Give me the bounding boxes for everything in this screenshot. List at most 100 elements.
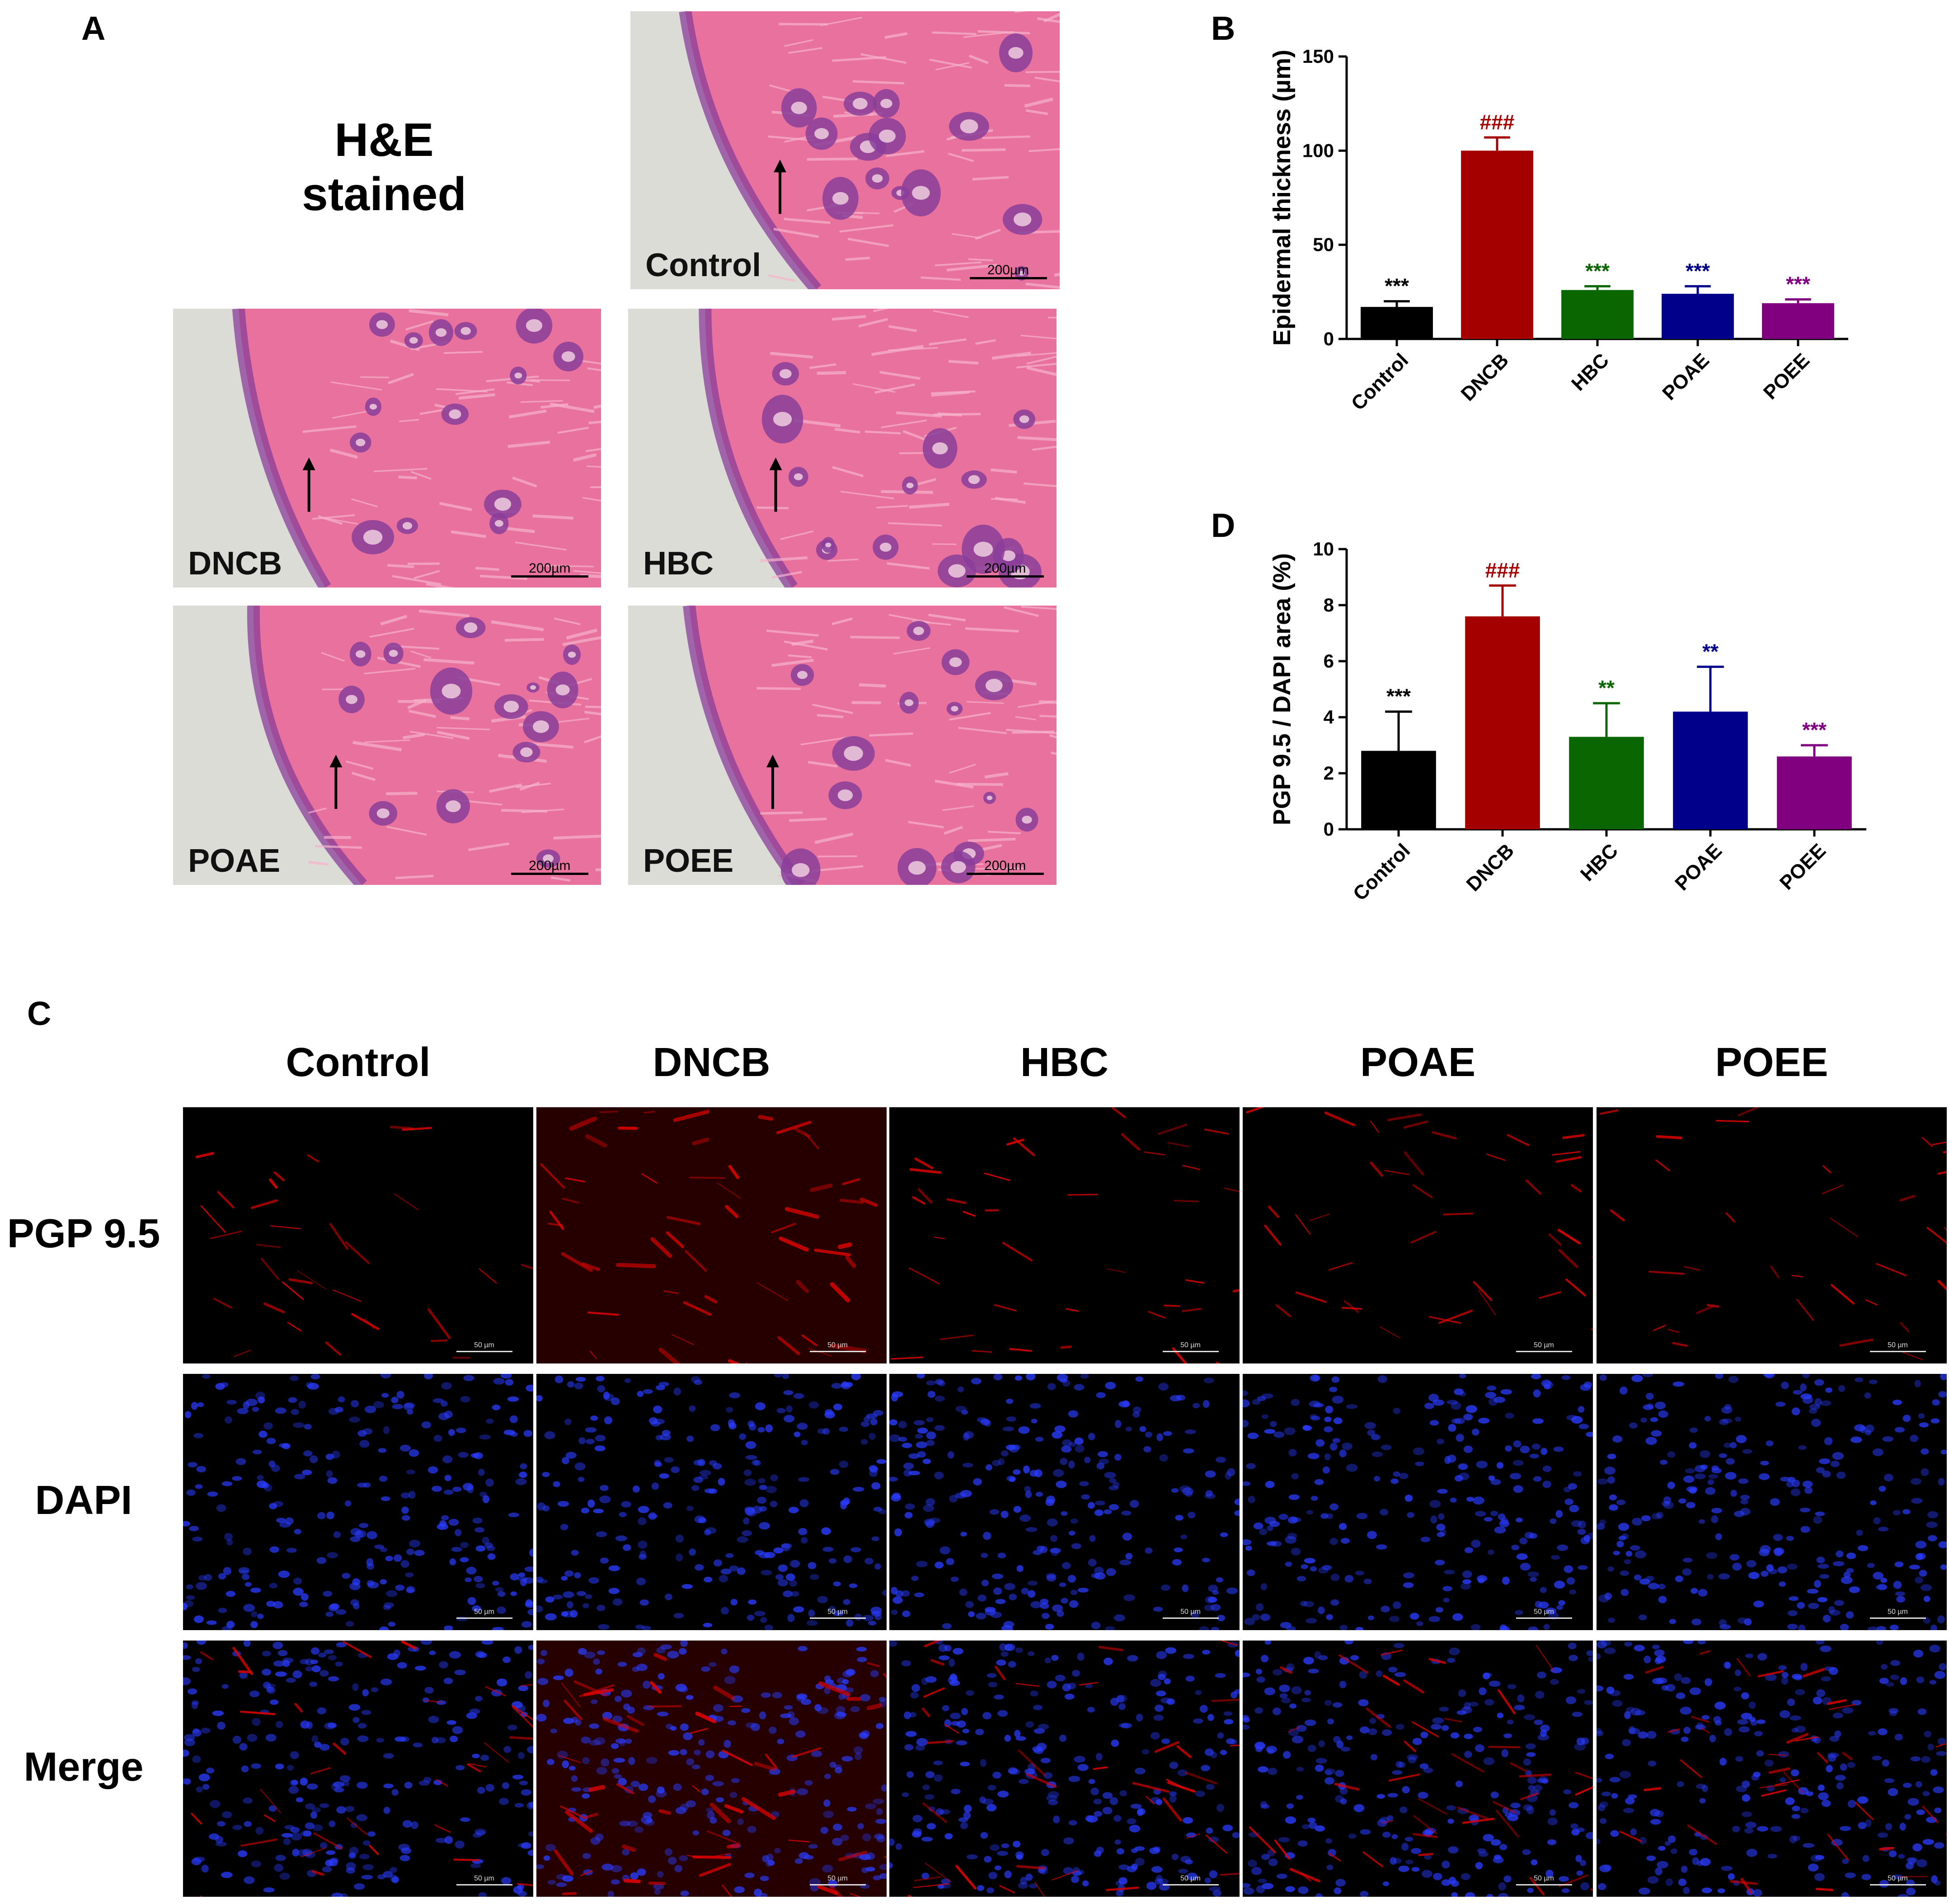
fluorescence-image	[1597, 1374, 1947, 1630]
y-tick-label: 2	[1324, 762, 1334, 784]
panel-b-letter: B	[1211, 9, 1235, 47]
y-tick-label: 150	[1302, 46, 1334, 67]
fluorescence-image	[536, 1107, 887, 1363]
fluorescence-scale-bar	[1869, 1350, 1926, 1352]
he-tile-label: DNCB	[188, 545, 282, 582]
fluorescence-scale-bar	[1516, 1617, 1572, 1619]
x-tick-label: POAE	[1658, 349, 1714, 404]
error-bar-hbc	[1593, 702, 1620, 737]
bar-poee	[1777, 756, 1852, 829]
fluorescence-tile-pgp-9-5-dncb: 50 µm	[536, 1107, 887, 1363]
fluorescence-scale-bar	[1162, 1350, 1219, 1352]
fluorescence-tile-dapi-hbc: 50 µm	[889, 1374, 1240, 1630]
he-tile-label: HBC	[643, 545, 714, 582]
he-scale-label: 200µm	[984, 561, 1026, 576]
x-tick-label: HBC	[1576, 839, 1622, 885]
fluorescence-scale-label: 50 µm	[474, 1874, 494, 1882]
bar-poae	[1673, 711, 1748, 829]
fluorescence-tile-merge-control: 50 µm	[183, 1641, 533, 1897]
he-tile-poee: POEE 200µm	[628, 606, 1057, 885]
bar-hbc	[1569, 737, 1644, 829]
error-bar-hbc	[1584, 285, 1611, 290]
fluorescence-image	[1597, 1641, 1947, 1897]
fluorescence-tile-merge-poae: 50 µm	[1243, 1641, 1593, 1897]
x-tick-label: POEE	[1759, 349, 1814, 404]
he-stained-title: H&E stained	[253, 113, 515, 221]
fluorescence-image	[889, 1641, 1240, 1897]
he-scale-bar	[969, 277, 1047, 280]
panel-c-letter: C	[27, 995, 52, 1032]
fluorescence-tile-dapi-poee: 50 µm	[1597, 1374, 1947, 1630]
x-tick-label: DNCB	[1462, 839, 1519, 896]
fluorescence-scale-bar	[456, 1350, 512, 1352]
y-tick-label: 100	[1302, 140, 1334, 161]
fluorescence-scale-label: 50 µm	[1888, 1608, 1908, 1616]
he-scale-label: 200µm	[529, 858, 571, 874]
fluorescence-scale-bar	[1162, 1884, 1219, 1885]
significance-label: **	[1702, 639, 1719, 663]
fluorescence-image	[1246, 1107, 1593, 1339]
fluorescence-tile-merge-dncb: 50 µm	[536, 1641, 887, 1897]
he-tile-control: Control 200µm	[630, 11, 1060, 289]
bar-dncb	[1461, 150, 1533, 339]
fluorescence-image	[1243, 1641, 1593, 1897]
fluorescence-scale-label: 50 µm	[827, 1874, 848, 1882]
panel-d-letter: D	[1211, 507, 1235, 544]
fluorescence-scale-bar	[1516, 1350, 1572, 1352]
error-bar-poae	[1685, 285, 1711, 294]
fluorescence-image	[183, 1374, 533, 1630]
row-header-merge: Merge	[23, 1744, 144, 1790]
he-scale-bar	[511, 873, 588, 875]
fluorescence-tile-merge-poee: 50 µm	[1597, 1641, 1947, 1897]
fluorescence-scale-label: 50 µm	[827, 1341, 848, 1349]
he-title-line1: H&E	[334, 114, 434, 166]
fluorescence-scale-label: 50 µm	[1180, 1874, 1201, 1882]
x-tick-label: HBC	[1567, 349, 1613, 395]
fluorescence-scale-bar	[809, 1350, 866, 1352]
column-header-control: Control	[286, 1040, 431, 1085]
fluorescence-tile-pgp-9-5-control: 50 µm	[183, 1107, 533, 1363]
fluorescence-scale-bar	[809, 1884, 866, 1885]
fluorescence-tile-dapi-poae: 50 µm	[1243, 1374, 1593, 1630]
significance-label: **	[1598, 676, 1615, 700]
panel-a-letter: A	[81, 9, 106, 47]
fluorescence-tile-merge-hbc: 50 µm	[889, 1641, 1240, 1897]
he-scale-bar	[511, 575, 588, 578]
he-tissue-image	[247, 606, 601, 885]
fluorescence-scale-label: 50 µm	[1534, 1608, 1554, 1616]
fluorescence-scale-label: 50 µm	[474, 1341, 494, 1349]
he-tile-poae: POAE 200µm	[173, 606, 601, 885]
he-tile-label: Control	[645, 247, 761, 283]
fluorescence-scale-label: 50 µm	[1888, 1874, 1908, 1882]
he-tissue-image	[232, 309, 601, 588]
fluorescence-image	[1599, 1107, 1947, 1360]
fluorescence-tile-pgp-9-5-poee: 50 µm	[1597, 1107, 1947, 1363]
fluorescence-image	[889, 1374, 1240, 1630]
fluorescence-scale-bar	[456, 1884, 512, 1885]
he-scale-label: 200µm	[984, 858, 1026, 874]
error-bar-poee	[1785, 298, 1811, 303]
bar-hbc	[1561, 290, 1634, 339]
significance-label: ***	[1802, 718, 1827, 742]
significance-label: ***	[1686, 259, 1710, 282]
column-header-hbc: HBC	[1020, 1040, 1108, 1085]
he-scale-bar	[966, 873, 1044, 875]
fluorescence-tile-dapi-dncb: 50 µm	[536, 1374, 887, 1630]
he-tissue-image	[679, 11, 1060, 289]
bar-poae	[1662, 294, 1734, 339]
fluorescence-tile-pgp-9-5-hbc: 50 µm	[889, 1107, 1240, 1363]
bar-control	[1361, 751, 1436, 829]
he-tile-dncb: DNCB 200µm	[173, 309, 601, 588]
significance-label: ***	[1386, 685, 1411, 708]
fluorescence-scale-bar	[456, 1617, 512, 1619]
column-header-dncb: DNCB	[653, 1040, 770, 1085]
error-bar-poae	[1697, 665, 1724, 712]
he-tile-label: POAE	[188, 842, 281, 879]
he-scale-bar	[966, 575, 1044, 578]
error-bar-dncb	[1484, 136, 1510, 151]
he-tile-label: POEE	[643, 842, 734, 879]
he-title-line2: stained	[301, 168, 467, 221]
y-tick-label: 4	[1324, 706, 1334, 728]
y-tick-label: 0	[1324, 328, 1334, 349]
row-header-dapi: DAPI	[35, 1477, 132, 1523]
